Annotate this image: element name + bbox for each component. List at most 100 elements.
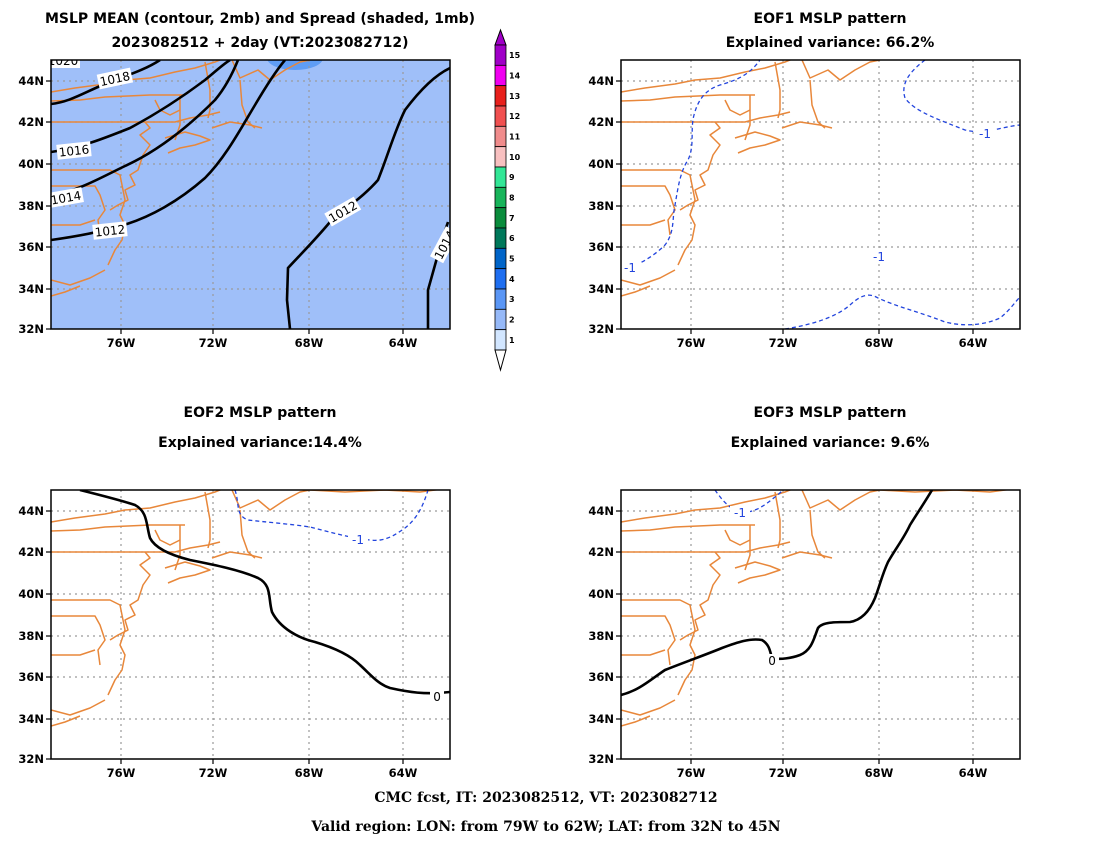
panel-eof1-frame [620,59,1021,330]
x-axis: 76W 72W 68W 64W [107,329,418,350]
contour-label: 1012 [92,221,128,240]
coastlines [51,60,311,297]
contour-labels: -1 -1 -1 [621,127,995,275]
y-tick-label: 42N [588,545,614,559]
x-tick-label: 68W [295,766,324,780]
colorbar-label: 9 [509,173,515,182]
panel-eof2-title-line1: EOF2 MSLP pattern [184,405,337,421]
x-tick-label: 72W [199,766,228,780]
x-tick-label: 64W [389,336,418,350]
y-axis: 44N 42N 40N 38N 36N 34N 32N [18,74,51,336]
svg-text:-1: -1 [734,506,746,520]
panel-eof1: EOF1 MSLP pattern Explained variance: 66… [588,11,1021,350]
svg-text:1014: 1014 [50,188,83,207]
x-tick-label: 76W [107,766,136,780]
svg-text:-1: -1 [873,250,885,264]
y-tick-label: 38N [588,199,614,213]
eof3-zero-contour [621,490,934,697]
y-tick-label: 32N [588,322,614,336]
colorbar-label: 1 [509,336,515,345]
contour-label: -1 [869,250,889,264]
y-tick-label: 34N [588,712,614,726]
panel-eof3-frame [620,489,1021,760]
svg-text:-1: -1 [624,261,636,275]
panel-mean-title-line2: 2023082512 + 2day (VT:2023082712) [111,35,408,51]
eof2-zero-contour [79,490,450,695]
y-tick-label: 36N [588,240,614,254]
coastlines [51,490,441,727]
contour-label: 1020 [48,54,80,68]
x-tick-label: 64W [959,766,988,780]
colorbar-label: 3 [509,295,515,304]
svg-text:1020: 1020 [48,54,79,68]
colorbar-label: 5 [509,255,515,264]
contour-labels: -1 0 [348,533,444,704]
y-tick-label: 42N [588,115,614,129]
x-axis: 76W 72W 68W 64W [107,759,418,780]
colorbar-swatch [494,64,507,87]
colorbar-label: 11 [509,133,521,142]
panel-eof2-map: -1 0 [51,490,450,759]
colorbar-swatch [494,288,507,310]
colorbar-swatch [494,125,507,148]
colorbar-label: 7 [509,214,515,223]
y-tick-label: 32N [18,322,44,336]
panel-eof1-title-line1: EOF1 MSLP pattern [754,11,907,27]
colorbar-swatch [494,308,507,331]
x-axis: 76W 72W 68W 64W [677,329,988,350]
y-tick-label: 32N [18,752,44,766]
colorbar-swatch [494,85,507,107]
y-tick-label: 44N [588,504,614,518]
x-tick-label: 68W [865,766,894,780]
svg-text:-1: -1 [352,533,364,547]
contour-label: -1 [621,261,640,275]
contour-label: 1016 [56,141,92,160]
spread-shading [51,60,450,329]
colorbar-label: 6 [509,234,515,243]
contour-label: 1018 [96,67,134,90]
contour-label: -1 [730,506,750,520]
contour-label: 1014 [50,187,84,208]
y-tick-label: 44N [588,74,614,88]
x-tick-label: 72W [769,336,798,350]
x-tick-label: 76W [677,766,706,780]
svg-text:-1: -1 [979,127,991,141]
contour-label: -1 [975,127,995,141]
colorbar-swatch [494,329,507,351]
colorbar-swatch [494,247,507,270]
coastlines [621,490,1011,727]
contour-label: 0 [765,654,779,668]
svg-text:1016: 1016 [58,142,90,159]
colorbar-label: 10 [509,153,521,162]
x-tick-label: 64W [389,766,418,780]
panel-eof3-title-line2: Explained variance: 9.6% [731,435,930,451]
y-tick-label: 38N [588,629,614,643]
colorbar-swatch [494,207,507,229]
panel-eof3-map: -1 0 [621,490,1020,759]
x-tick-label: 72W [199,336,228,350]
panel-eof1-map: -1 -1 -1 [621,60,1020,329]
y-tick-label: 36N [18,670,44,684]
panel-eof2-title-line2: Explained variance:14.4% [158,435,362,451]
grid-lines [621,60,1020,329]
colorbar-label: 15 [509,51,521,60]
eof2-negative-contours [234,490,429,541]
contour-label: 0 [430,690,444,704]
x-tick-label: 76W [677,336,706,350]
y-tick-label: 40N [588,587,614,601]
contour-labels: -1 0 [730,506,779,668]
x-tick-label: 68W [295,336,324,350]
colorbar-swatch [494,268,507,290]
y-axis: 44N 42N 40N 38N 36N 34N 32N [588,504,621,766]
y-tick-label: 40N [588,157,614,171]
svg-text:0: 0 [433,690,441,704]
spread-colorbar: 15 14 13 12 11 10 9 8 7 6 5 4 3 2 1 [494,28,521,372]
colorbar-label: 8 [509,194,515,203]
y-tick-label: 44N [18,504,44,518]
y-tick-label: 38N [18,629,44,643]
svg-text:0: 0 [768,654,776,668]
coastlines [621,60,881,297]
x-tick-label: 64W [959,336,988,350]
y-tick-label: 40N [18,587,44,601]
